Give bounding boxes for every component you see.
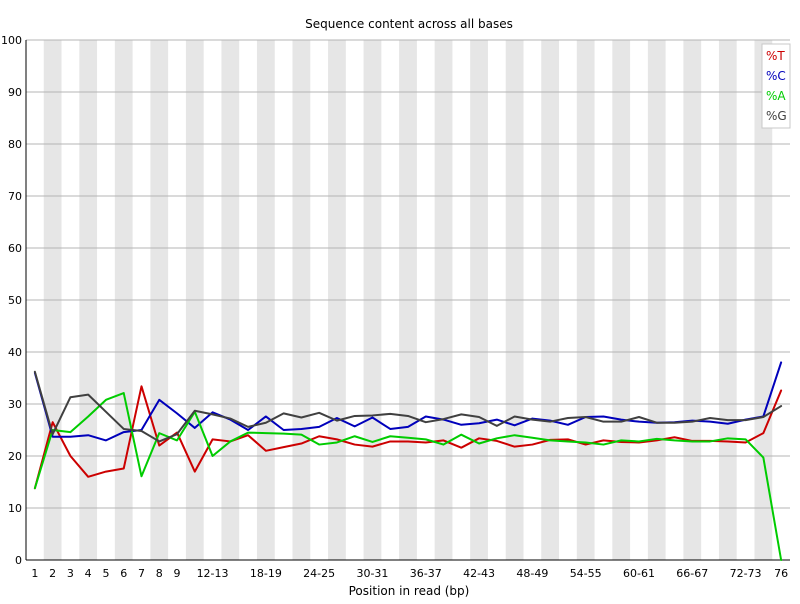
x-tick-label: 12-13	[197, 567, 229, 580]
x-tick-labels: 1 2 3 4 5 6 7 8 9 12-13 18-19 24-25 30-31 36-37 42-43 4…	[31, 567, 788, 580]
horizontal-gridlines	[26, 39, 790, 509]
series-line-t	[33, 385, 783, 490]
legend: %T %C %A %G	[761, 43, 791, 129]
x-tick-label: 30-31	[356, 567, 388, 580]
chart-title: Sequence content across all bases	[305, 17, 513, 31]
x-tick-label: 2	[49, 567, 56, 580]
x-tick-label: 66-67	[676, 567, 708, 580]
series-line-a	[33, 392, 783, 561]
axes	[25, 40, 790, 561]
x-tick-label: 7	[138, 567, 145, 580]
y-tick-label: 60	[8, 242, 22, 255]
x-tick-label: 5	[102, 567, 109, 580]
y-tick-label: 0	[15, 554, 22, 567]
y-tick-label: 70	[8, 190, 22, 203]
x-tick-label: 6	[120, 567, 127, 580]
x-tick-label: 54-55	[570, 567, 602, 580]
y-tick-label: 10	[8, 502, 22, 515]
x-tick-label: 60-61	[623, 567, 655, 580]
legend-entry: %T	[766, 49, 785, 63]
y-tick-labels: 0 10 20 30 40 50 60 70 80 90 100	[1, 34, 22, 567]
x-tick-label: 9	[174, 567, 181, 580]
x-tick-label: 76	[774, 567, 788, 580]
legend-box	[761, 43, 791, 129]
x-tick-label: 24-25	[303, 567, 335, 580]
y-tick-label: 40	[8, 346, 22, 359]
y-tick-label: 80	[8, 138, 22, 151]
x-tick-label: 36-37	[410, 567, 442, 580]
x-tick-label: 72-73	[730, 567, 762, 580]
y-tick-label: 30	[8, 398, 22, 411]
legend-entry: %A	[766, 89, 786, 103]
x-tick-label: 4	[85, 567, 92, 580]
x-tick-label: 48-49	[516, 567, 548, 580]
x-tick-label: 8	[156, 567, 163, 580]
x-tick-label: 3	[67, 567, 74, 580]
x-tick-label: 42-43	[463, 567, 495, 580]
y-tick-label: 90	[8, 86, 22, 99]
y-tick-label: 100	[1, 34, 22, 47]
alternating-column-bands	[43, 40, 773, 560]
x-tick-label: 1	[31, 567, 38, 580]
legend-entry: %G	[766, 109, 787, 123]
legend-entry: %C	[766, 69, 786, 83]
y-tick-label: 20	[8, 450, 22, 463]
series-lines	[33, 361, 783, 561]
y-tick-label: 50	[8, 294, 22, 307]
x-axis-label: Position in read (bp)	[349, 584, 470, 598]
series-line-g	[33, 370, 783, 443]
x-tick-label: 18-19	[250, 567, 282, 580]
